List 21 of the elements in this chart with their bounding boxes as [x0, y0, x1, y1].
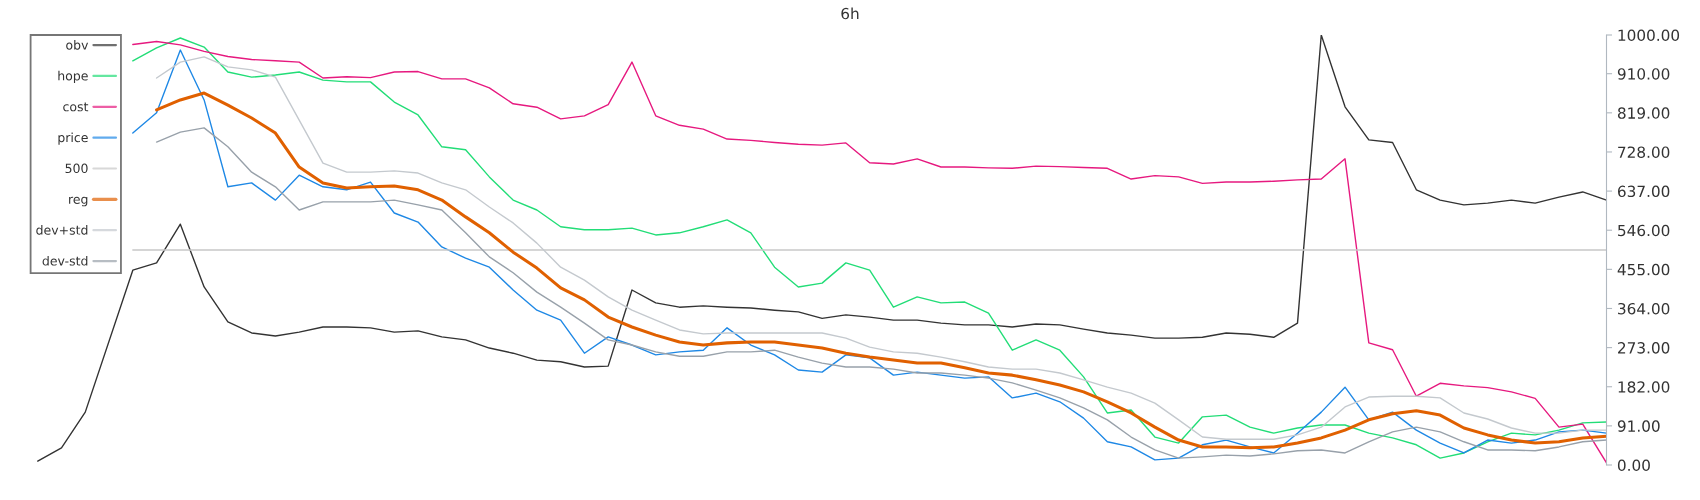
- legend-label: price: [58, 132, 88, 145]
- legend-label: 500: [65, 163, 88, 174]
- chart-title: 6h: [841, 7, 859, 20]
- legend-label: reg: [69, 196, 88, 207]
- y-tick-label: 910.00: [1617, 68, 1670, 80]
- y-tick-label: 0.00: [1617, 459, 1650, 472]
- y-tick-label: 91.00: [1617, 420, 1660, 432]
- y-tick-label: 273.00: [1618, 342, 1670, 354]
- legend-label: hope: [58, 70, 88, 83]
- y-tick-label: 364.00: [1618, 302, 1670, 315]
- y-tick-label: 728.00: [1618, 146, 1670, 158]
- y-tick-label: 1000.00: [1618, 29, 1680, 42]
- legend-label: dev+std: [36, 225, 88, 235]
- y-tick-label: 455.00: [1617, 263, 1670, 276]
- legend-label: obv: [66, 40, 89, 50]
- y-tick-label: 182.00: [1618, 381, 1670, 393]
- legend-label: cost: [63, 102, 89, 112]
- y-tick-label: 637.00: [1617, 185, 1670, 198]
- legend-label: dev-std: [42, 255, 88, 266]
- y-tick-label: 546.00: [1618, 224, 1670, 237]
- y-tick-label: 819.00: [1617, 107, 1670, 119]
